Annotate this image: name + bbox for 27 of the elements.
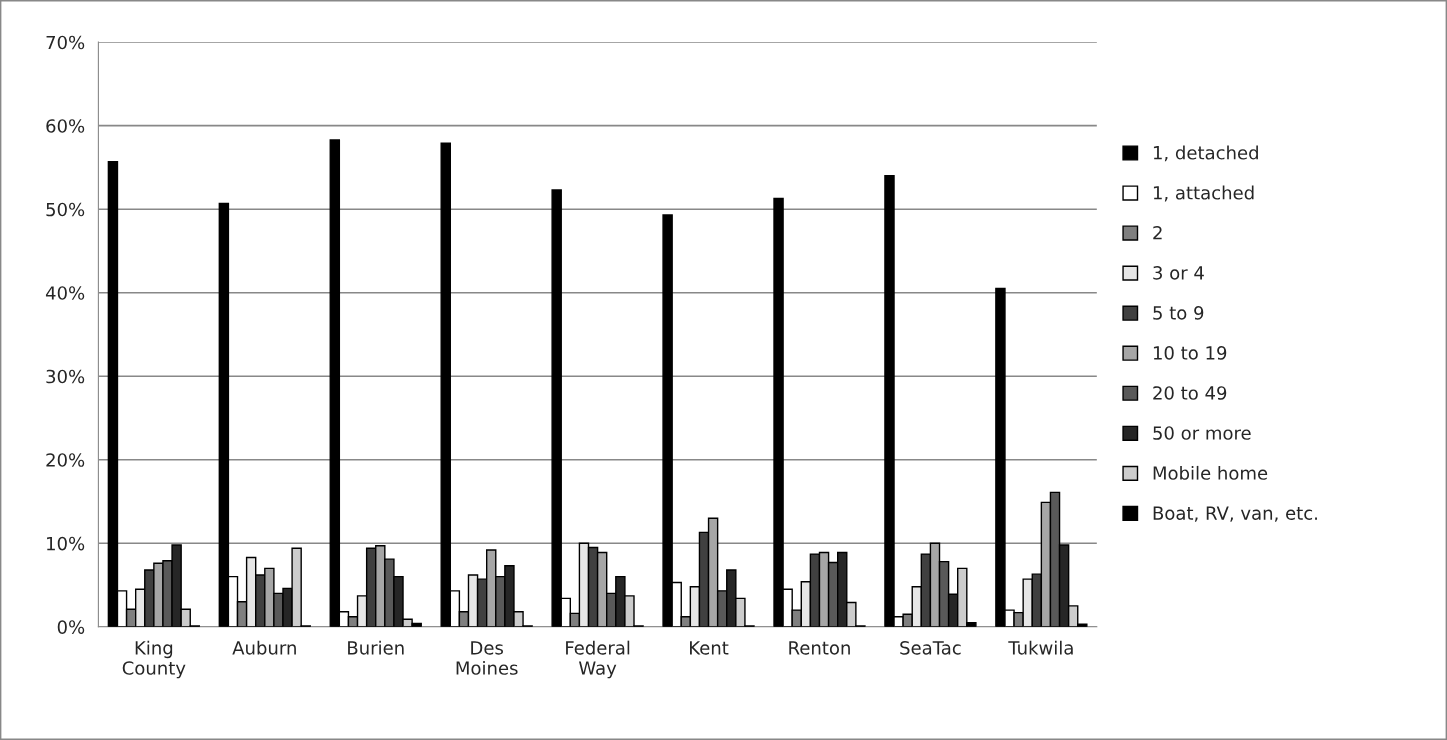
y-tick-label: 30% bbox=[46, 369, 85, 384]
legend-label: 2 bbox=[1153, 225, 1162, 240]
legend-label: Mobile home bbox=[1153, 465, 1268, 480]
x-tick-label: SeaTac bbox=[900, 640, 961, 655]
y-tick-label: 0% bbox=[57, 620, 85, 634]
legend-label: 20 to 49 bbox=[1153, 386, 1227, 400]
y-tick-label: 20% bbox=[46, 453, 85, 467]
legend-label: 10 to 19 bbox=[1153, 346, 1227, 360]
y-tick-label: 70% bbox=[46, 35, 85, 50]
x-tick-label: Kent bbox=[690, 641, 729, 655]
x-tick-label: Des Moines bbox=[456, 641, 518, 675]
y-tick-label: 60% bbox=[46, 119, 85, 133]
x-tick-label: Burien bbox=[348, 640, 404, 655]
y-tick-label: 40% bbox=[45, 286, 85, 300]
y-tick-label: 10% bbox=[47, 536, 85, 551]
x-tick-label: King County bbox=[122, 640, 186, 679]
legend-label: 1, detached bbox=[1153, 145, 1258, 162]
y-tick-label: 50% bbox=[46, 202, 85, 217]
legend-label: Boat, RV, van, etc. bbox=[1153, 506, 1317, 522]
x-tick-label: Tukwila bbox=[1008, 640, 1073, 655]
legend-label: 5 to 9 bbox=[1153, 306, 1204, 320]
legend-label: 50 or more bbox=[1153, 426, 1251, 440]
x-tick-label: Auburn bbox=[232, 640, 296, 655]
x-tick-label: Renton bbox=[789, 641, 850, 655]
x-tick-label: Federal Way bbox=[566, 640, 630, 679]
legend-label: 1, attached bbox=[1153, 185, 1254, 202]
legend-label: 3 or 4 bbox=[1153, 266, 1204, 280]
